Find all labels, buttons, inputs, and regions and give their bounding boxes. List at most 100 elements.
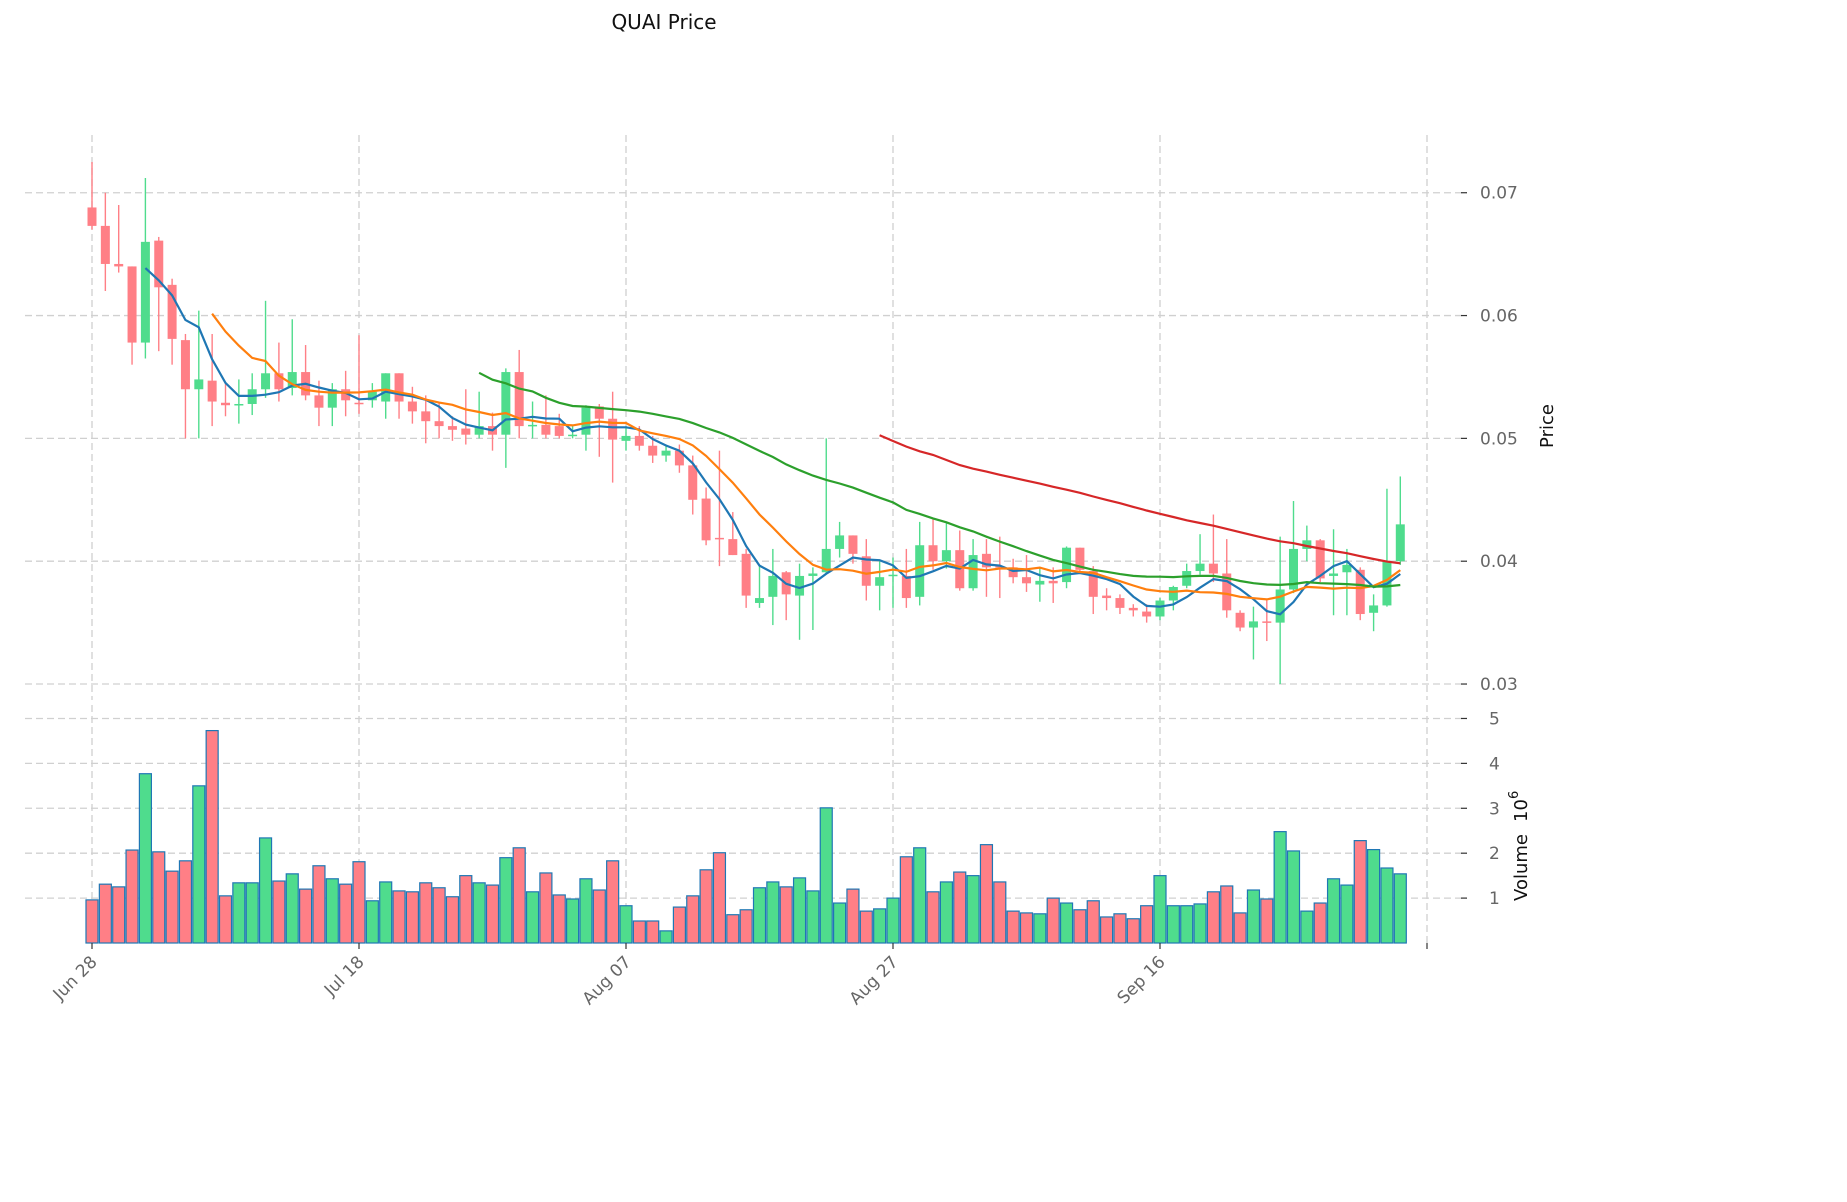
candle-down [674,450,684,466]
volume-bar [1153,875,1167,944]
volume-bar [432,887,446,944]
volume-bar [1046,897,1060,944]
chart-title: QUAI Price [611,10,716,34]
candle-down [221,402,230,406]
volume-bar [272,880,286,944]
candle-down [541,424,551,435]
candle-up [528,424,538,427]
candle-up [1248,621,1258,628]
volume-bar [606,860,620,944]
volume-bar [1393,873,1407,944]
candle-down [554,426,564,436]
volume-bar [192,785,206,944]
volume-bar [1246,889,1261,944]
candle-up [621,435,631,441]
volume-bar [953,871,967,944]
candle-up [915,545,925,597]
candle-down [341,389,351,401]
volume-bar [299,888,313,944]
candle-down [848,535,858,554]
volume-tick-label: 5 [1489,709,1500,729]
candle-down [1102,595,1112,599]
volume-bar [1220,885,1234,944]
volume-bar [699,869,713,944]
volume-bar [619,905,633,944]
volume-bar [205,729,219,944]
volume-bar [98,883,112,944]
volume-bar [846,888,860,944]
candles [87,162,1405,685]
candle-down [741,553,751,596]
volume-bar [1206,891,1221,944]
volume-bar [1273,831,1287,944]
volume-bar [1113,913,1127,944]
volume-bar [672,906,687,944]
candle-up [1275,589,1285,623]
candle-up [768,575,778,597]
candle-down [87,207,97,226]
volume-bar [1006,910,1020,944]
price-tick-label: 0.06 [1480,307,1518,327]
candle-down [114,263,124,267]
x-tick-label: Sep 16 [1114,952,1170,1008]
volume-bar [739,909,753,944]
volume-bar [1380,867,1394,944]
volume-bar [712,852,727,944]
volume-bar [285,873,299,944]
price-tick-label: 0.04 [1480,552,1518,572]
volume-exponent: 6 [1507,791,1522,799]
candle-down [1088,571,1098,597]
volume-bar [579,878,593,944]
candle-up [140,241,150,343]
candle-down [461,428,471,435]
volume-bar [485,884,500,944]
volume-bar [646,920,660,944]
candle-up [1395,524,1405,562]
candle-up [234,403,244,406]
volume-bar [1366,848,1381,944]
volume-bar [325,878,339,944]
volume-bar [232,882,246,944]
candle-down [995,566,1005,568]
candle-down [928,545,938,562]
volume-multiplier: 10 [1511,799,1532,822]
candle-up [367,391,377,401]
candle-down [701,498,711,541]
candle-up [1062,547,1072,583]
candle-down [154,240,164,288]
candle-down [1075,547,1085,570]
volume-bar [112,886,126,944]
candle-down [180,340,190,390]
candle-up [287,372,297,389]
volume-bar [419,882,433,944]
candle-up [1369,605,1379,613]
volume-bar [379,881,393,944]
volume-bar [405,891,419,944]
volume-bar [1313,902,1327,944]
candle-down [1315,540,1325,579]
grid [25,135,1467,943]
candle-down [728,539,738,556]
x-tick-label: Jun 28 [49,952,102,1005]
candle-up [888,574,898,577]
ma5-line [144,267,1401,616]
volume-axis-label: Volume 10 6 [1507,791,1532,901]
candle-up [1289,548,1298,590]
volume-bar [1099,916,1114,944]
candle-down [1048,580,1058,584]
price-tick-label: 0.03 [1480,675,1518,695]
candle-down [447,426,457,430]
candle-up [755,598,764,603]
candle-down [407,401,417,412]
candle-up [381,373,391,402]
volume-bar [459,875,473,944]
volume-tick-label: 2 [1489,844,1500,864]
volume-bar [1140,905,1154,944]
volume-bar [1086,900,1100,944]
candle-down [394,373,404,402]
volume-bar [352,861,366,944]
volume-bar [819,807,833,944]
volume-bar [1260,898,1274,944]
price-tick-label: 0.05 [1480,429,1518,449]
